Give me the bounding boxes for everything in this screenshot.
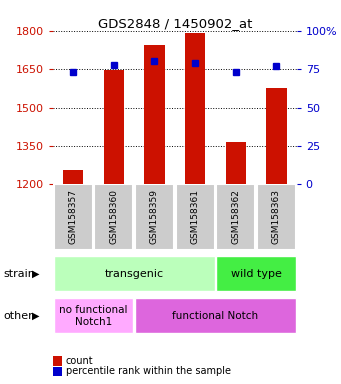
Bar	[54, 298, 133, 333]
Bar	[104, 70, 124, 184]
Bar	[94, 184, 133, 250]
Text: GSM158359: GSM158359	[150, 189, 159, 245]
Text: GSM158360: GSM158360	[109, 189, 118, 245]
Bar	[54, 256, 214, 291]
Text: GSM158363: GSM158363	[272, 189, 281, 245]
Text: no functional
Notch1: no functional Notch1	[59, 305, 128, 327]
Bar	[216, 256, 296, 291]
Text: GSM158361: GSM158361	[191, 189, 199, 245]
Bar	[63, 170, 83, 184]
Text: functional Notch: functional Notch	[172, 311, 258, 321]
Text: ▶: ▶	[32, 311, 40, 321]
Text: count: count	[66, 356, 93, 366]
Text: other: other	[3, 311, 33, 321]
Text: percentile rank within the sample: percentile rank within the sample	[66, 366, 231, 376]
Text: GSM158362: GSM158362	[231, 190, 240, 244]
Bar	[266, 88, 286, 184]
Text: wild type: wild type	[231, 268, 281, 279]
Bar	[144, 45, 165, 184]
Bar	[185, 33, 205, 184]
Text: ▶: ▶	[32, 268, 40, 279]
Text: transgenic: transgenic	[105, 268, 164, 279]
Text: GSM158357: GSM158357	[69, 189, 78, 245]
Bar	[176, 184, 214, 250]
Bar	[225, 142, 246, 184]
Bar	[54, 184, 93, 250]
Bar	[135, 184, 174, 250]
Text: strain: strain	[3, 268, 35, 279]
Bar	[135, 298, 296, 333]
Title: GDS2848 / 1450902_at: GDS2848 / 1450902_at	[98, 17, 252, 30]
Bar	[216, 184, 255, 250]
Bar	[257, 184, 296, 250]
